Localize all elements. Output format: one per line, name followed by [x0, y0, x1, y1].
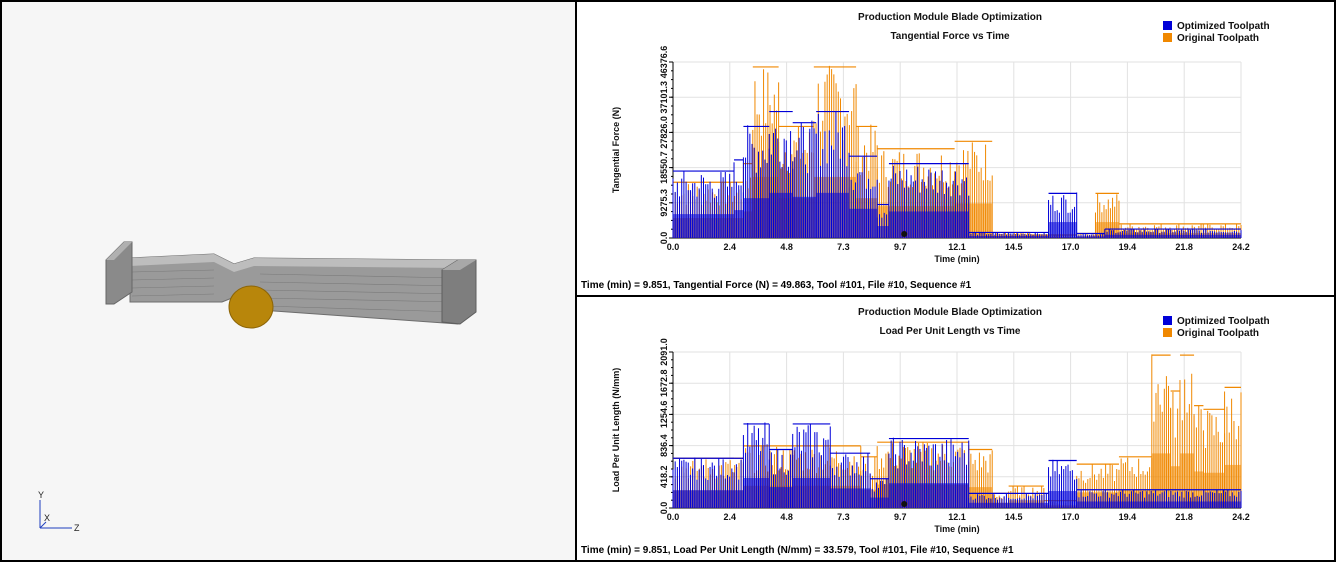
blade-top-face [130, 254, 474, 272]
x-tick-label: 14.5 [1005, 512, 1023, 522]
cursor-marker [901, 501, 908, 507]
tangential-force-chart[interactable]: Production Module Blade Optimization Tang… [577, 2, 1334, 274]
series-0-segment-fill [877, 226, 889, 238]
series-0-segment-fill [1104, 234, 1241, 238]
y-tick-label: 37101.3 [659, 81, 669, 114]
series-0-segment-fill [673, 490, 735, 508]
series-0-segment-fill [968, 502, 1049, 508]
series-0-segment-fill [1076, 236, 1105, 238]
series-0-segment-fill [734, 490, 744, 508]
legend-swatch-1 [1163, 33, 1172, 42]
x-tick-label: 19.4 [1119, 242, 1137, 252]
y-tick-label: 9275.3 [659, 189, 669, 217]
series-0-segment-fill [792, 196, 817, 238]
x-tick-label: 14.5 [1005, 242, 1023, 252]
y-tick-label: 1672.8 [659, 369, 669, 397]
x-tick-label: 7.3 [837, 242, 850, 252]
load-per-length-chart-panel[interactable]: Production Module Blade Optimization Load… [577, 297, 1334, 560]
cursor-marker [901, 231, 908, 237]
triad-y-label: Y [38, 490, 44, 500]
x-tick-label: 12.1 [948, 242, 966, 252]
y-tick-label: 1254.6 [659, 401, 669, 429]
legend-swatch-0 [1163, 316, 1172, 325]
x-tick-label: 7.3 [837, 512, 850, 522]
cutting-tool [228, 285, 274, 329]
series-0-segment-fill [769, 192, 793, 238]
chart-title: Production Module Blade Optimization [858, 12, 1042, 23]
blade-texture [131, 269, 459, 313]
series-1-segment-fill [1179, 453, 1195, 508]
series-0-segment-fill [792, 477, 831, 508]
x-tick-label: 9.7 [894, 242, 907, 252]
y-tick-label: 0.0 [659, 502, 669, 515]
legend-label-0: Optimized Toolpath [1177, 316, 1270, 327]
x-tick-label: 24.2 [1232, 242, 1250, 252]
y-tick-label: 0.0 [659, 232, 669, 245]
tangential-force-chart-panel[interactable]: Production Module Blade Optimization Tang… [577, 2, 1334, 297]
chart-title: Production Module Blade Optimization [858, 307, 1042, 318]
series-1-segment-fill [1170, 466, 1180, 508]
x-tick-label: 17.0 [1062, 242, 1080, 252]
3d-viewport[interactable]: Y X Z [2, 2, 577, 560]
series-0-segment-fill [849, 208, 878, 238]
part-model [105, 241, 477, 329]
y-axis-label: Load Per Unit Length (N/mm) [611, 368, 621, 493]
x-tick-label: 12.1 [948, 512, 966, 522]
tangential-force-readout: Time (min) = 9.851, Tangential Force (N)… [581, 280, 972, 291]
y-tick-label: 18550.7 [659, 151, 669, 184]
x-tick-label: 4.8 [780, 242, 793, 252]
series-0-segment-fill [734, 210, 744, 238]
chart-subtitle: Load Per Unit Length vs Time [880, 326, 1021, 337]
triad-x-label: X [44, 513, 50, 523]
y-tick-label: 27826.0 [659, 116, 669, 149]
legend-label-0: Optimized Toolpath [1177, 21, 1270, 32]
series-0-segment-fill [743, 477, 770, 508]
x-tick-label: 21.8 [1175, 512, 1193, 522]
x-tick-label: 2.4 [724, 242, 737, 252]
x-axis-label: Time (min) [934, 254, 979, 264]
y-tick-label: 46376.6 [659, 46, 669, 79]
load-per-length-readout: Time (min) = 9.851, Load Per Unit Length… [581, 545, 1014, 556]
x-tick-label: 2.4 [724, 512, 737, 522]
series-0-segment-fill [1048, 491, 1077, 508]
series-0-segment-fill [1076, 501, 1241, 508]
x-tick-label: 0.0 [667, 242, 680, 252]
axis-triad: Y X Z [32, 488, 92, 538]
x-tick-label: 21.8 [1175, 242, 1193, 252]
x-tick-label: 4.8 [780, 512, 793, 522]
series-0-segment-fill [769, 487, 793, 508]
x-tick-label: 0.0 [667, 512, 680, 522]
y-tick-label: 836.4 [659, 434, 669, 457]
series-0-segment-fill [1048, 222, 1077, 238]
series-1-segment-fill [1151, 453, 1171, 508]
load-per-length-chart[interactable]: Production Module Blade Optimization Load… [577, 297, 1334, 540]
series-0-segment-fill [816, 192, 850, 238]
series-0-segment-fill [830, 488, 871, 508]
legend-swatch-0 [1163, 21, 1172, 30]
series-0-segment-fill [743, 198, 770, 238]
series-0-marks [672, 422, 1242, 508]
series-0-segment-fill [673, 214, 735, 238]
legend-label-1: Original Toolpath [1177, 328, 1259, 339]
series-0-segment-fill [888, 483, 969, 508]
legend-swatch-1 [1163, 328, 1172, 337]
triad-z-label: Z [74, 523, 80, 533]
y-axis-label: Tangential Force (N) [611, 107, 621, 193]
x-tick-label: 9.7 [894, 512, 907, 522]
series-0-segment-fill [888, 211, 969, 238]
x-axis-label: Time (min) [934, 524, 979, 534]
legend-label-1: Original Toolpath [1177, 33, 1259, 44]
series-0-segment-fill [870, 497, 889, 508]
x-tick-label: 24.2 [1232, 512, 1250, 522]
x-tick-label: 19.4 [1119, 512, 1137, 522]
series-0-segment-fill [968, 236, 1049, 238]
y-tick-label: 418.2 [659, 466, 669, 489]
x-tick-label: 17.0 [1062, 512, 1080, 522]
y-tick-label: 2091.0 [659, 338, 669, 366]
series-0-marks [672, 110, 1242, 238]
chart-subtitle: Tangential Force vs Time [890, 31, 1010, 42]
charts-area: Production Module Blade Optimization Tang… [577, 2, 1334, 560]
